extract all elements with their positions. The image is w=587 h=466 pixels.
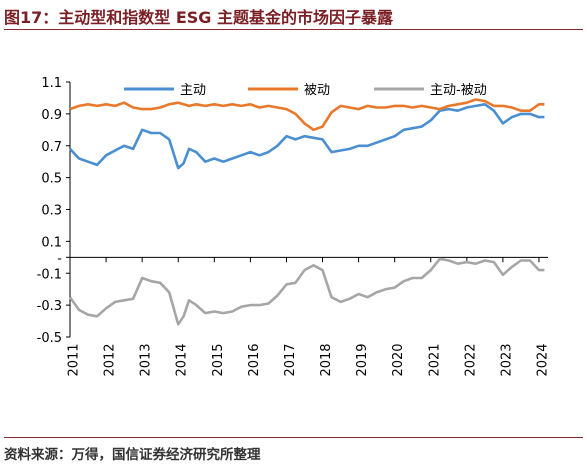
series-line-diff <box>68 257 545 326</box>
y-tick-label: 1.1 <box>41 76 62 91</box>
x-tick-label: 2013 <box>139 343 154 376</box>
x-tick-label: 2011 <box>67 343 82 376</box>
source-note: 资料来源：万得，国信证券经济研究所整理 <box>4 447 261 463</box>
series-layer <box>68 98 545 326</box>
series-line-passive <box>69 98 545 132</box>
chart-title: 图17：主动型和指数型 ESG 主题基金的市场因子暴露 <box>4 8 393 27</box>
source-rule <box>4 437 583 438</box>
x-tick-label: 2018 <box>319 343 334 376</box>
x-tick-label: 2020 <box>391 343 406 376</box>
x-tick-label: 2015 <box>211 343 226 376</box>
legend-label: 主动 <box>180 83 206 98</box>
y-tick-label: -0.5 <box>37 331 62 346</box>
x-tick-label: 2021 <box>427 343 442 376</box>
y-tick-label-zero: - <box>57 251 62 266</box>
x-tick-label: 2017 <box>283 343 298 376</box>
series-line-active <box>69 103 545 170</box>
legend-label: 主动-被动 <box>430 83 487 98</box>
x-tick-label: 2024 <box>535 343 550 376</box>
title-rule <box>4 29 583 30</box>
y-tick-label: -0.1 <box>37 267 62 282</box>
y-tick-label: 0.7 <box>41 140 62 155</box>
y-tick-label: 0.1 <box>41 235 62 250</box>
legend-label: 被动 <box>304 83 330 98</box>
y-tick-label: -0.3 <box>37 299 62 314</box>
x-tick-label: 2014 <box>175 343 190 376</box>
x-tick-label: 2016 <box>247 343 262 376</box>
y-tick-label: 0.9 <box>41 108 62 123</box>
y-axis: -0.5 -0.3 -0.1 0.1 0.3 0.5 0.7 0.9 1.1 - <box>37 76 71 346</box>
x-axis: 2011 2012 2013 2014 2015 2016 2017 2018 2019 2020… <box>67 256 550 377</box>
line-chart: -0.5 -0.3 -0.1 0.1 0.3 0.5 0.7 0.9 1.1 - 2011 2012… <box>37 76 551 377</box>
x-tick-label: 2022 <box>463 343 478 376</box>
y-tick-label: 0.3 <box>41 204 62 219</box>
x-tick-label: 2012 <box>103 343 118 376</box>
x-tick-label: 2019 <box>355 343 370 376</box>
legend: 主动 被动 主动-被动 <box>124 83 487 98</box>
x-tick-label: 2023 <box>499 343 514 376</box>
y-tick-label: 0.5 <box>41 172 62 187</box>
